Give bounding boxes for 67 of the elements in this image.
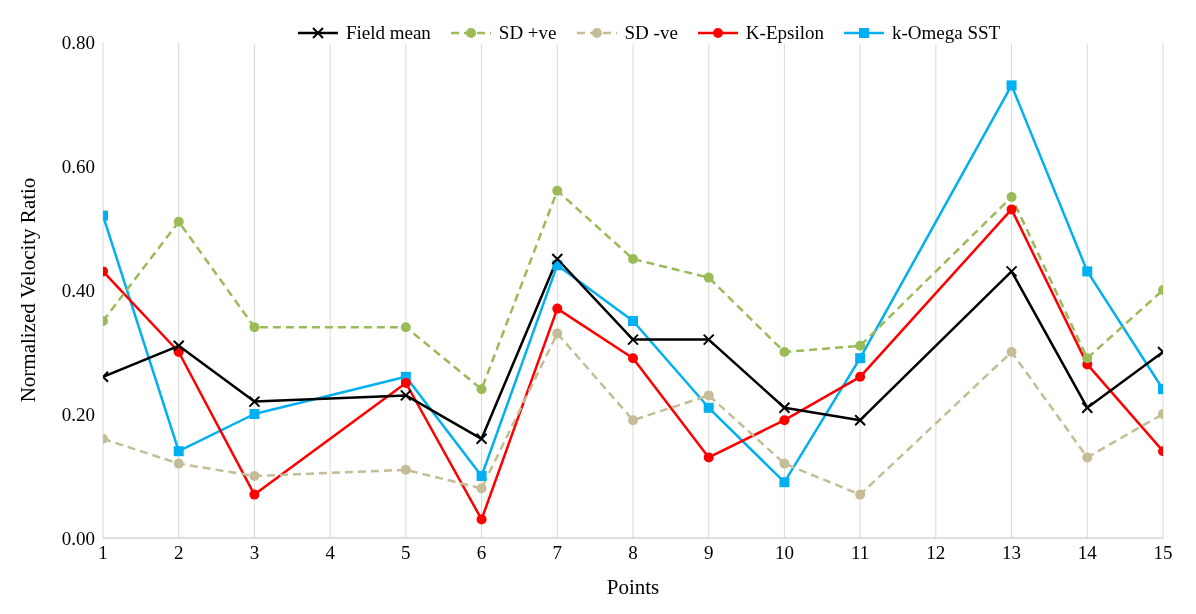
legend-label: k-Omega SST — [891, 22, 1001, 44]
point — [249, 409, 260, 419]
point — [855, 340, 866, 351]
x-tick-label: 13 — [1002, 542, 1022, 564]
point — [249, 322, 260, 333]
legend-label: Field mean — [345, 22, 431, 44]
y-tick-label: 0.80 — [61, 31, 95, 53]
x-tick-label: 11 — [850, 542, 870, 564]
point — [400, 322, 411, 333]
point — [628, 415, 638, 426]
point — [173, 446, 184, 457]
legend-label: SD -ve — [624, 22, 678, 44]
x-tick-label: 5 — [401, 542, 411, 564]
point — [1006, 192, 1017, 202]
point — [173, 458, 184, 469]
point — [779, 347, 790, 357]
point — [628, 316, 638, 326]
x-tick-label: 10 — [774, 542, 794, 564]
x-tick-label: 8 — [628, 542, 638, 564]
point — [552, 328, 563, 339]
point — [703, 272, 714, 283]
point — [703, 452, 714, 463]
y-axis-title: Normalized Velocity Ratio — [16, 177, 41, 403]
x-tick-label: 7 — [552, 542, 563, 564]
x-tick-label: 15 — [1153, 542, 1173, 564]
legend-label: SD +ve — [498, 22, 557, 44]
x-tick-label: 12 — [926, 542, 946, 564]
point — [703, 390, 714, 401]
y-tick-label: 0.20 — [61, 403, 95, 425]
point — [400, 464, 411, 475]
x-tick-label: 6 — [476, 542, 487, 564]
point — [855, 371, 866, 382]
y-tick-label: 0.40 — [61, 279, 95, 301]
point — [779, 477, 790, 488]
point — [249, 471, 260, 481]
point — [1082, 353, 1093, 364]
x-tick-label: 1 — [98, 542, 108, 564]
point — [1006, 204, 1017, 215]
point — [1082, 266, 1093, 277]
x-axis-title: Points — [606, 575, 660, 599]
x-tick-label: 4 — [325, 542, 336, 564]
point — [400, 378, 411, 388]
point — [1006, 347, 1017, 357]
x-tick-label: 3 — [249, 542, 260, 564]
point — [552, 185, 563, 196]
legend-label: K-Epsilon — [745, 22, 824, 44]
point — [1082, 452, 1093, 463]
y-tick-label: 0.00 — [61, 527, 95, 549]
point — [779, 458, 790, 469]
point — [855, 353, 866, 364]
point — [476, 514, 487, 525]
point — [628, 353, 638, 364]
point — [249, 489, 260, 500]
point — [703, 402, 714, 413]
point — [628, 254, 638, 264]
x-tick-label: 2 — [173, 542, 184, 564]
point — [552, 303, 563, 314]
x-tick-label: 14 — [1077, 542, 1098, 564]
point — [476, 384, 487, 395]
x-tick-label: 9 — [703, 542, 714, 564]
point — [476, 483, 487, 494]
point — [1006, 80, 1017, 91]
point — [476, 471, 487, 481]
point — [779, 415, 790, 426]
y-tick-label: 0.60 — [61, 155, 95, 177]
point — [173, 216, 184, 227]
point — [855, 489, 866, 500]
